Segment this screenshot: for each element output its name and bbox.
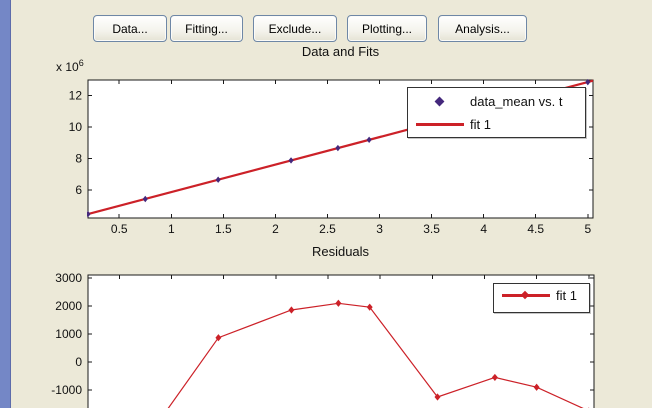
data-and-fits-plot-y-tick-label: 10 (69, 120, 83, 134)
data-and-fits-plot-x-tick-label: 5 (584, 222, 591, 236)
data-button[interactable]: Data... (93, 15, 167, 42)
y-axis-exponent-label: x 106 (56, 58, 84, 74)
data-and-fits-plot-x-tick-label: 2 (272, 222, 279, 236)
data-and-fits-plot-x-tick-label: 4.5 (527, 222, 544, 236)
plot2-legend[interactable]: fit 1 (493, 283, 590, 313)
data-and-fits-plot-x-tick-label: 1 (168, 222, 175, 236)
fitting-button[interactable]: Fitting... (170, 15, 243, 42)
legend-row-fit: fit 1 (408, 113, 585, 136)
legend-label-fit: fit 1 (470, 117, 491, 132)
fit-line-sample (416, 123, 464, 126)
exponent-prefix: x 10 (56, 60, 79, 74)
data-and-fits-plot-x-tick-label: 0.5 (111, 222, 128, 236)
data-diamond-icon (434, 96, 445, 107)
legend-label-fit: fit 1 (556, 288, 577, 303)
data-and-fits-plot-y-tick-label: 8 (75, 151, 82, 165)
data-and-fits-plot-y-tick-label: 6 (75, 183, 82, 197)
residuals-plot-y-tick-label: 3000 (55, 271, 82, 285)
fit-1-markers (215, 299, 590, 408)
analysis-button[interactable]: Analysis... (438, 15, 527, 42)
exponent-value: 6 (78, 58, 84, 68)
legend-marker-zone (408, 123, 464, 126)
exclude-button[interactable]: Exclude... (253, 15, 337, 42)
legend-marker-zone (408, 96, 464, 107)
data-and-fits-plot-y-tick-label: 12 (69, 89, 83, 103)
data-and-fits-plot-x-tick-label: 4 (480, 222, 487, 236)
legend-marker-zone (494, 290, 550, 300)
plot1-legend[interactable]: data_mean vs. t fit 1 (407, 87, 586, 138)
plot1-title: Data and Fits (301, 44, 380, 59)
residuals-plot-y-tick-label: 2000 (55, 299, 82, 313)
plot2-title: Residuals (311, 244, 370, 259)
residuals-plot-y-tick-label: -1000 (51, 383, 82, 397)
fit-1-line (167, 302, 584, 408)
legend-label-data: data_mean vs. t (470, 94, 563, 109)
window-edge-strip (0, 0, 11, 408)
residuals-plot-y-tick-label: 1000 (55, 327, 82, 341)
data-and-fits-plot-x-tick-label: 3.5 (423, 222, 440, 236)
residuals-plot-y-tick-label: 0 (75, 355, 82, 369)
data-and-fits-plot-x-tick-label: 2.5 (319, 222, 336, 236)
fit-diamond-icon (520, 290, 530, 300)
plotting-button[interactable]: Plotting... (347, 15, 427, 42)
legend-row-data: data_mean vs. t (408, 90, 585, 113)
legend-row-fit: fit 1 (494, 284, 589, 307)
data-and-fits-plot-x-tick-label: 3 (376, 222, 383, 236)
data-and-fits-plot-x-tick-label: 1.5 (215, 222, 232, 236)
fit-line-sample (502, 290, 550, 300)
